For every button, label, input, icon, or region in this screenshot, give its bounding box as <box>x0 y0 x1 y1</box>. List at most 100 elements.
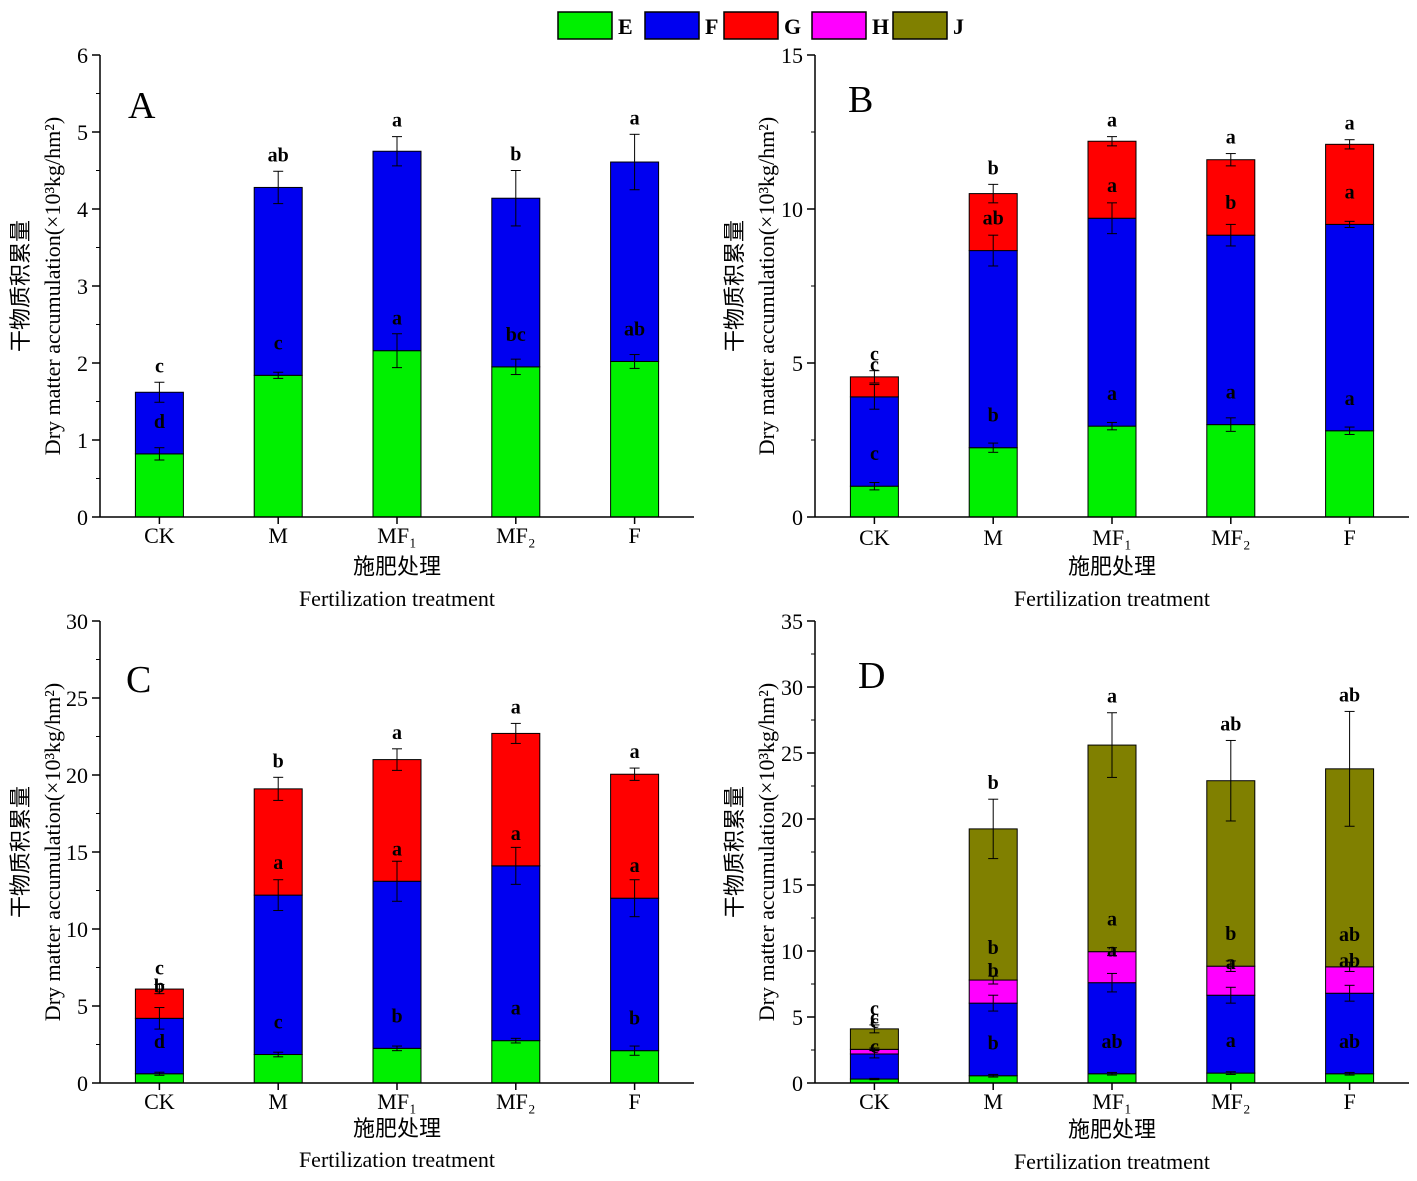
x-axis-title-cn: 施肥处理 <box>1068 1117 1156 1142</box>
x-category-label: M <box>268 523 288 548</box>
sig-letter-h-3: b <box>1225 923 1236 945</box>
y-axis-title-en: Dry matter accumulation(×10³kg/hm²) <box>40 683 65 1021</box>
y-tick-label: 0 <box>792 505 803 530</box>
x-category-label: CK <box>859 525 890 550</box>
sig-letter-f-1: ab <box>268 144 289 166</box>
bar-e-1 <box>253 1054 303 1084</box>
bar-e-2 <box>1087 425 1137 518</box>
sig-letter-g-2: a <box>392 722 402 744</box>
y-tick-label: 2 <box>77 351 88 376</box>
y-tick-label: 35 <box>781 609 803 634</box>
bar-f-3 <box>491 865 541 1042</box>
sig-letter-h-4: ab <box>1339 924 1360 946</box>
x-category-label: F <box>628 1089 640 1114</box>
bar-f-0 <box>849 396 899 487</box>
y-tick-label: 15 <box>66 840 88 865</box>
sig-letter-g-3: a <box>1226 127 1236 149</box>
sig-letter-h-2: a <box>1107 909 1117 931</box>
sig-letter-f-0: c <box>870 1011 879 1033</box>
y-tick-label: 5 <box>77 120 88 145</box>
bar-f-4 <box>1325 992 1375 1075</box>
sig-letter-f-4: a <box>630 107 640 129</box>
x-axis-title-en: Fertilization treatment <box>1014 1149 1210 1174</box>
bar-e-1 <box>253 374 303 518</box>
y-tick-label: 20 <box>66 763 88 788</box>
sig-letter-j-4: ab <box>1339 684 1360 706</box>
y-tick-label: 3 <box>77 274 88 299</box>
sig-letter-f-0: c <box>155 355 164 377</box>
sig-letter-h-0: c <box>870 1006 879 1028</box>
sig-letter-f-4: a <box>1345 181 1355 203</box>
bar-j-2 <box>1087 744 1137 953</box>
x-category-label: CK <box>859 1089 890 1114</box>
x-category-label: CK <box>144 523 175 548</box>
sig-letter-f-3: b <box>1225 192 1236 214</box>
x-axis-title-en: Fertilization treatment <box>1014 586 1210 611</box>
sig-letter-f-2: a <box>1107 175 1117 197</box>
x-category-label: M <box>268 1089 288 1114</box>
sig-letter-e-2: ab <box>1101 1031 1122 1053</box>
x-category-label: M <box>983 525 1003 550</box>
y-tick-label: 0 <box>77 505 88 530</box>
legend-swatch-h <box>811 11 867 40</box>
bar-e-4 <box>610 360 660 518</box>
bar-f-1 <box>968 250 1018 449</box>
sig-letter-e-3: a <box>511 998 521 1020</box>
sig-letter-e-4: ab <box>1339 1031 1360 1053</box>
sig-letter-j-3: ab <box>1220 713 1241 735</box>
x-axis-title-cn: 施肥处理 <box>1068 554 1156 579</box>
y-tick-label: 15 <box>781 873 803 898</box>
y-tick-label: 30 <box>781 675 803 700</box>
legend-label-g: G <box>784 14 801 39</box>
sig-letter-j-0: c <box>870 998 879 1020</box>
sig-letter-e-4: ab <box>624 318 645 340</box>
y-tick-label: 10 <box>66 917 88 942</box>
bar-e-3 <box>491 366 541 518</box>
bar-f-3 <box>1206 994 1256 1074</box>
y-tick-label: 4 <box>77 197 88 222</box>
bar-e-3 <box>491 1040 541 1084</box>
sig-letter-e-4: b <box>629 1008 640 1030</box>
y-tick-label: 25 <box>781 741 803 766</box>
y-axis-title-en: Dry matter accumulation(×10³kg/hm²) <box>754 117 779 455</box>
sig-letter-f-1: a <box>273 852 283 874</box>
y-axis-title-cn: 干物质积累量 <box>722 220 747 352</box>
sig-letter-g-2: a <box>1107 110 1117 132</box>
bar-f-1 <box>253 894 303 1056</box>
sig-letter-f-3: a <box>511 823 521 845</box>
bar-g-1 <box>253 788 303 896</box>
panel-letter: D <box>858 655 885 697</box>
sig-letter-g-1: b <box>988 157 999 179</box>
sig-letter-e-0: d <box>154 411 165 433</box>
sig-letter-f-2: a <box>392 110 402 132</box>
y-tick-label: 30 <box>66 609 88 634</box>
sig-letter-e-1: b <box>988 405 999 427</box>
x-category-label: F <box>1343 525 1355 550</box>
sig-letter-f-1: b <box>988 960 999 982</box>
sig-letter-g-4: a <box>1345 113 1355 135</box>
sig-letter-g-0: c <box>870 344 879 366</box>
x-category-label: CK <box>144 1089 175 1114</box>
bar-e-4 <box>1325 430 1375 518</box>
y-axis-title-en: Dry matter accumulation(×10³kg/hm²) <box>754 683 779 1021</box>
bar-f-2 <box>1087 982 1137 1075</box>
sig-letter-j-2: a <box>1107 686 1117 708</box>
bar-e-3 <box>1206 424 1256 518</box>
sig-letter-j-1: b <box>988 772 999 794</box>
x-category-label: MF₁ <box>1092 1089 1131 1114</box>
y-tick-label: 20 <box>781 807 803 832</box>
sig-letter-e-2: a <box>1107 383 1117 405</box>
x-category-label: MF₂ <box>496 523 535 548</box>
y-tick-label: 6 <box>77 43 88 68</box>
legend-swatch-g <box>723 11 779 40</box>
sig-letter-g-4: a <box>630 741 640 763</box>
x-category-label: M <box>983 1089 1003 1114</box>
sig-letter-f-4: ab <box>1339 950 1360 972</box>
x-category-label: MF₁ <box>377 523 416 548</box>
sig-letter-e-1: b <box>988 1033 999 1055</box>
sig-letter-f-3: b <box>510 144 521 166</box>
bar-e-2 <box>372 1047 422 1084</box>
sig-letter-g-3: a <box>511 696 521 718</box>
